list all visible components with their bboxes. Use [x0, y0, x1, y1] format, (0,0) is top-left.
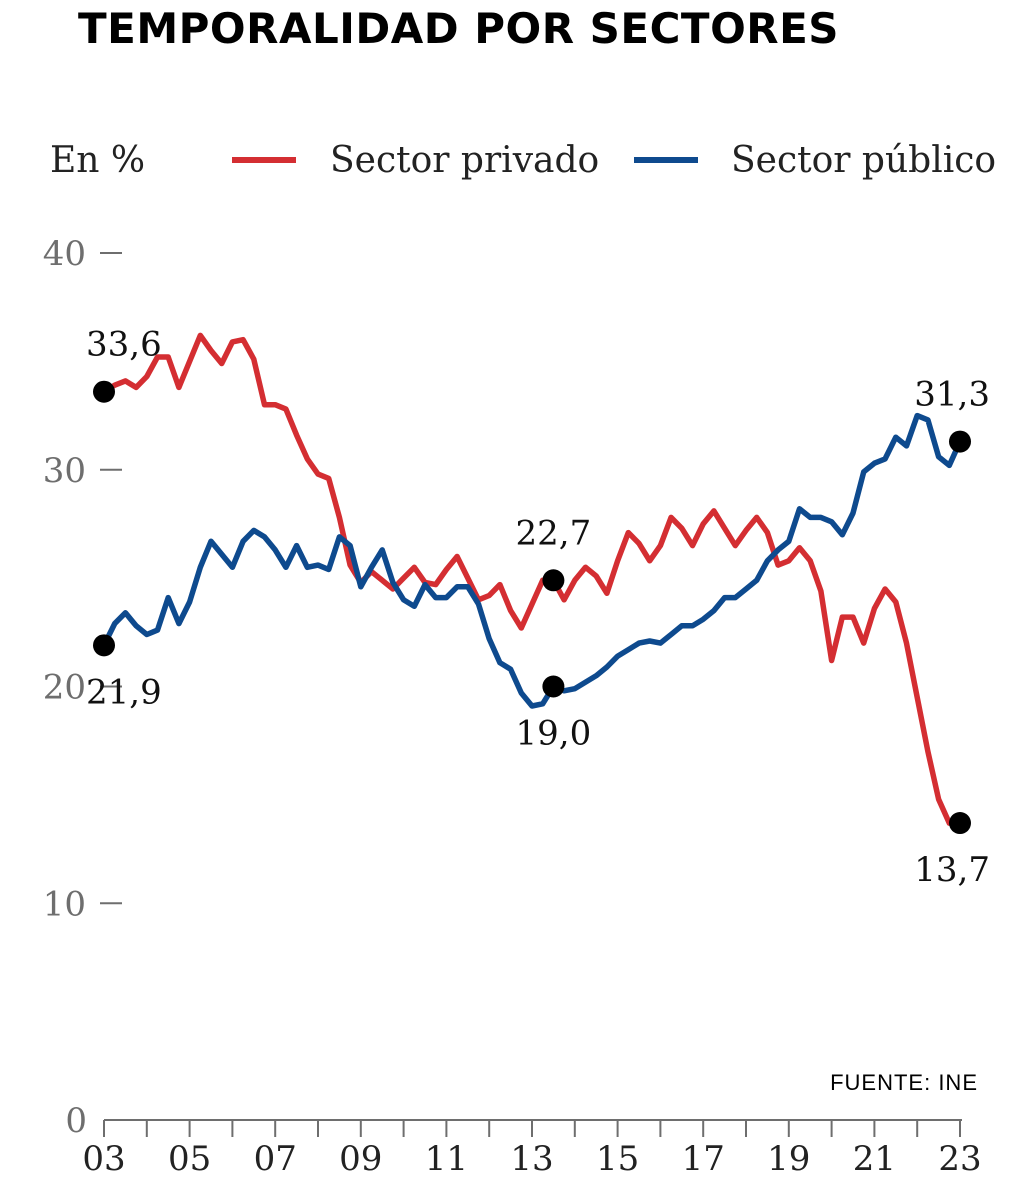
legend: En % Sector privado Sector público — [50, 140, 996, 181]
y-tick-label-0: 0 — [65, 1101, 87, 1141]
annotation-marker — [949, 812, 971, 835]
data-label-22-7: 22,7 — [516, 513, 592, 553]
x-axis: 03 05 07 09 11 13 15 17 19 21 23 — [82, 1119, 982, 1179]
legend-label-sector-privado: Sector privado — [330, 140, 599, 181]
y-tick-label-20: 20 — [43, 668, 86, 708]
annotation-marker — [542, 675, 565, 698]
x-tick-label-13: 13 — [510, 1139, 553, 1179]
annotation-marker — [93, 380, 115, 403]
annotation-marker — [93, 634, 115, 657]
y-axis-unit-label: En % — [50, 140, 145, 181]
x-tick-label-03: 03 — [82, 1139, 125, 1179]
data-label-21-9: 21,9 — [86, 672, 162, 712]
y-axis: 0 10 20 30 40 — [43, 234, 122, 1141]
source-label: FUENTE: INE — [830, 1070, 978, 1095]
data-label-13-7: 13,7 — [914, 850, 990, 890]
data-label-31-3: 31,3 — [914, 375, 990, 415]
chart-title: TEMPORALIDAD POR SECTORES — [78, 4, 840, 53]
y-tick-label-10: 10 — [43, 884, 86, 924]
data-label-33-6: 33,6 — [86, 325, 162, 365]
annotation-marker — [949, 430, 971, 453]
annotation-layer: 33,6 21,9 22,7 19,0 31,3 13,7 — [86, 325, 990, 890]
legend-label-sector-publico: Sector público — [731, 140, 996, 181]
x-tick-label-05: 05 — [168, 1139, 211, 1179]
x-tick-label-23: 23 — [938, 1139, 981, 1179]
annotation-marker — [542, 569, 565, 592]
x-tick-label-11: 11 — [425, 1139, 468, 1179]
series-line-sector-publico — [101, 412, 963, 709]
x-tick-label-19: 19 — [767, 1139, 810, 1179]
series-line-sector-privado — [101, 332, 963, 826]
x-tick-label-15: 15 — [596, 1139, 639, 1179]
x-tick-label-17: 17 — [682, 1139, 725, 1179]
y-tick-label-30: 30 — [43, 451, 86, 491]
x-tick-label-09: 09 — [339, 1139, 382, 1179]
series-layer — [101, 332, 963, 826]
x-tick-label-07: 07 — [254, 1139, 297, 1179]
data-label-19-0: 19,0 — [516, 714, 592, 754]
y-tick-label-40: 40 — [43, 234, 86, 274]
x-tick-label-21: 21 — [853, 1139, 896, 1179]
